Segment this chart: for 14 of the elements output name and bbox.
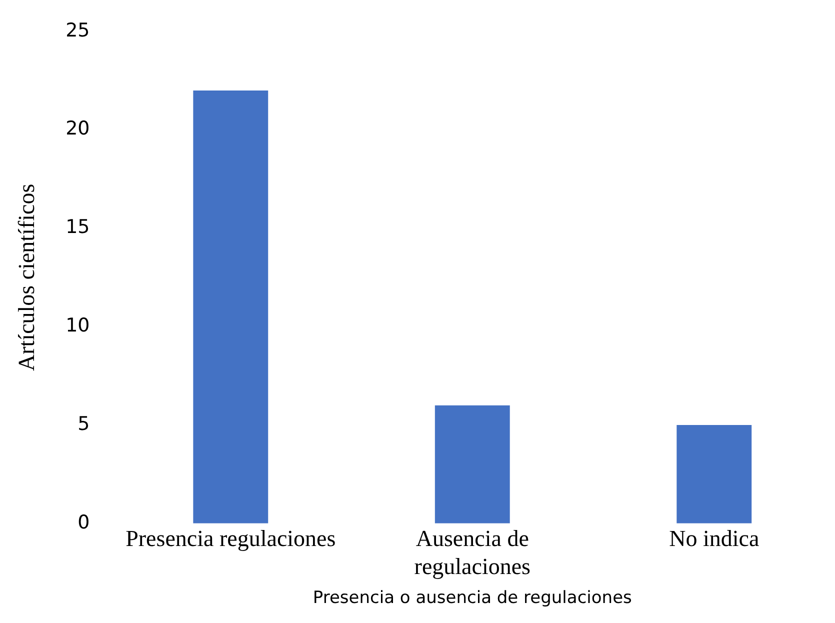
x-axis-title: Presencia o ausencia de regulaciones: [312, 588, 632, 608]
x-tick-label: No indica: [669, 526, 760, 552]
y-tick-label: 20: [66, 118, 90, 140]
bar: [193, 90, 268, 524]
y-tick-label: 5: [78, 412, 90, 435]
x-tick-label: Presencia regulaciones: [126, 526, 336, 552]
y-tick-label: 0: [78, 511, 90, 534]
bar: [434, 405, 510, 524]
y-axis-title: Artículos científicos: [14, 184, 39, 371]
y-tick-label: 10: [66, 314, 90, 337]
x-tick-label: Ausencia de regulaciones: [414, 526, 531, 579]
bar: [676, 425, 752, 524]
y-tick-label: 25: [66, 19, 90, 42]
y-tick-label: 15: [66, 216, 90, 238]
